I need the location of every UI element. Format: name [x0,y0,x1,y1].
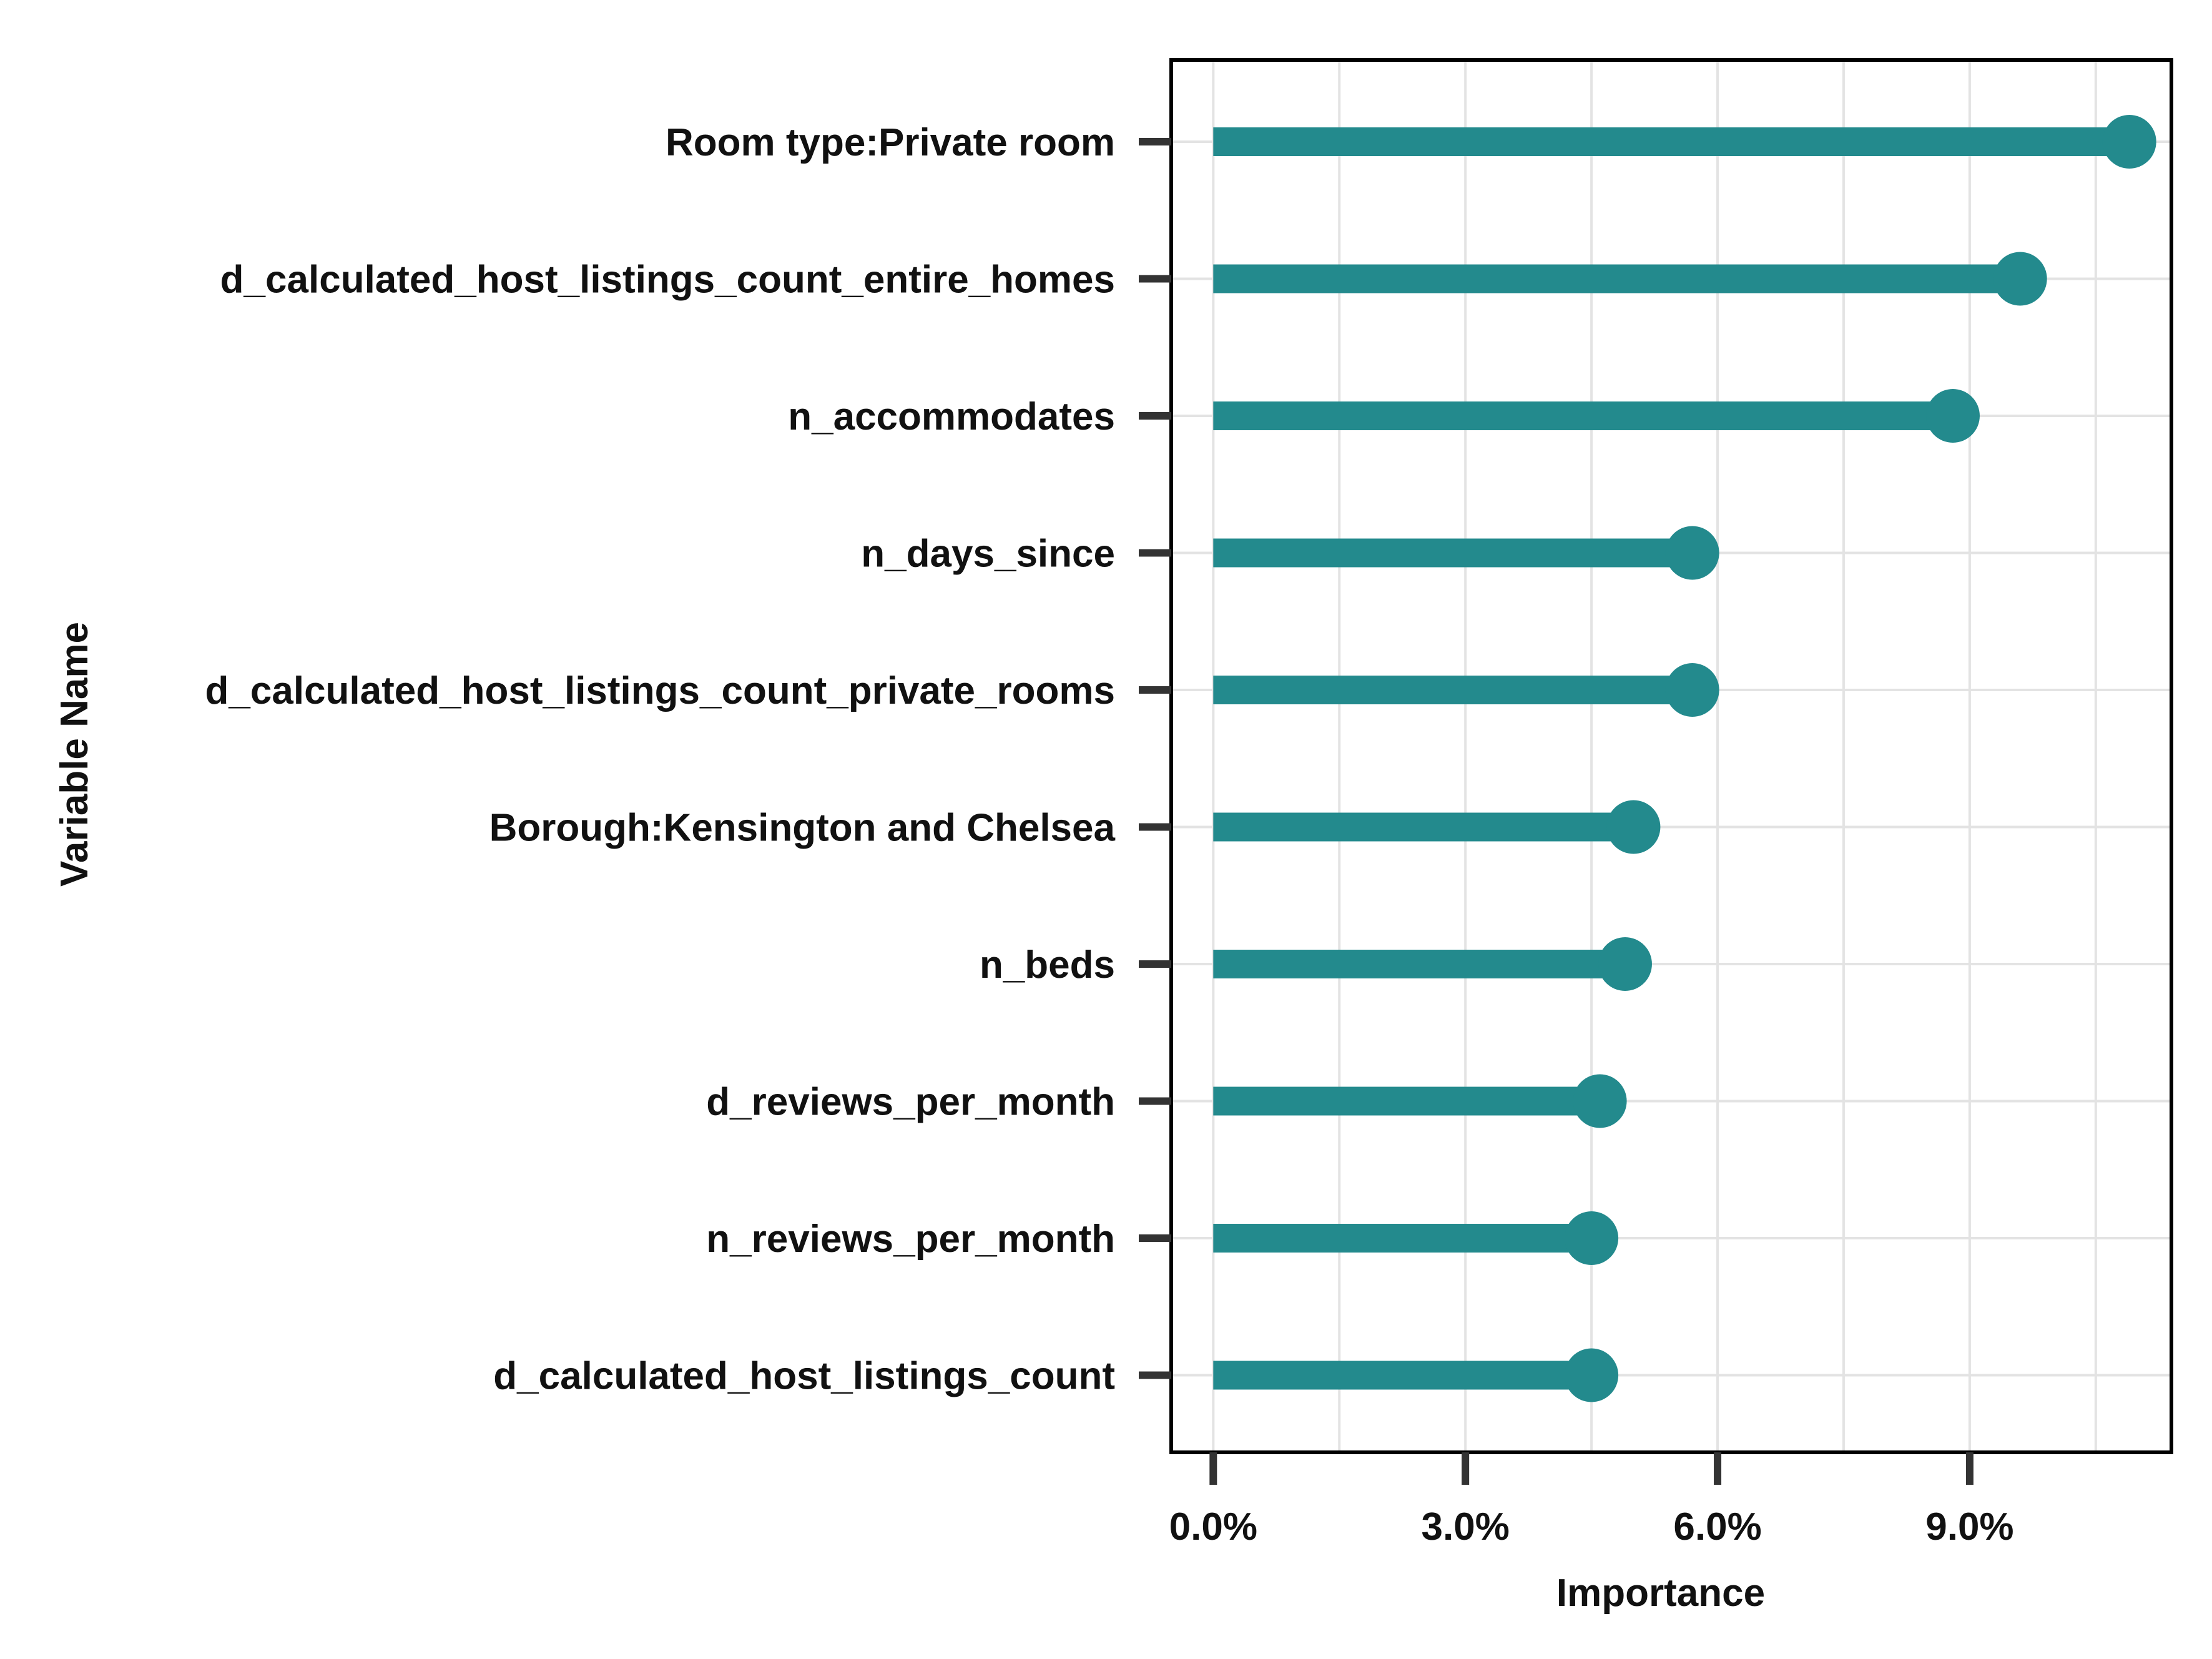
lollipop-point [1925,389,1980,443]
lollipop-point [1565,1211,1619,1265]
x-tick-label: 3.0% [1422,1505,1510,1548]
x-tick-label: 0.0% [1169,1505,1257,1548]
lollipop-point [1993,252,2047,306]
lollipop-point [1665,663,1719,717]
y-tick-label: d_calculated_host_listings_count [493,1355,1115,1398]
lollipop-point [1598,937,1652,991]
axis-ticks: Room type:Private room d_calculated_host_… [205,121,2014,1548]
x-axis-title: Importance [1556,1572,1765,1615]
lollipop-marks [1213,115,2156,1402]
y-tick-label: d_calculated_host_listings_count_entire_… [220,258,1115,302]
lollipop-point [1573,1074,1627,1128]
lollipop-point [2102,115,2156,169]
lollipop-point [1606,800,1661,854]
x-tick-label: 6.0% [1673,1505,1761,1548]
plot-panel-border [1169,58,2173,1454]
y-axis-title: Variable Name [53,622,96,887]
y-tick-label: d_calculated_host_listings_count_private… [205,669,1115,712]
y-tick-label: n_accommodates [788,395,1115,438]
x-tick-label: 9.0% [1925,1505,2013,1548]
lollipop-point [1565,1348,1619,1402]
y-tick-label: n_days_since [861,533,1115,576]
y-tick-label: n_reviews_per_month [706,1218,1115,1261]
y-tick-label: d_reviews_per_month [706,1081,1115,1124]
y-tick-label: Room type:Private room [666,121,1115,164]
y-tick-label: n_beds [980,943,1115,987]
lollipop-point [1665,526,1719,580]
y-tick-label: Borough:Kensington and Chelsea [489,807,1116,850]
